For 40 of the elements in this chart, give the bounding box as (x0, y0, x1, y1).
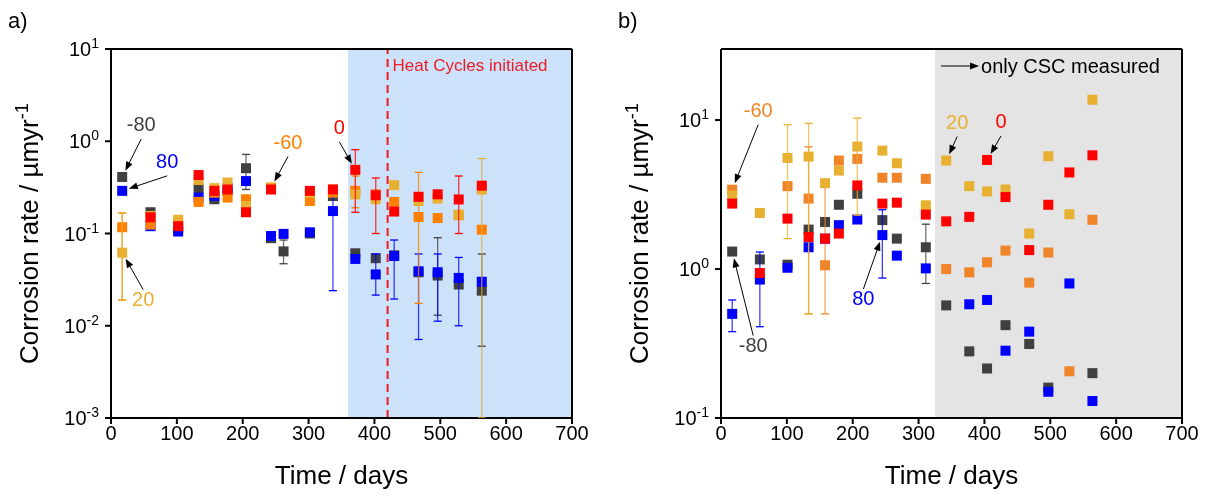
text: -80 (738, 333, 768, 356)
text: -60 (743, 98, 773, 121)
y-tick-label: 10$^{1}$ (678, 106, 710, 132)
ref-line-label: Heat Cycles initiated (392, 56, 548, 75)
x-tick-label: 100 (770, 422, 804, 445)
series-label: -60 (273, 130, 303, 153)
series-label: -80 (126, 112, 156, 135)
x-tick-label: 400 (967, 422, 1002, 445)
x-tick-label: 600 (489, 422, 523, 445)
x-tick-label: 0 (715, 422, 727, 445)
x-tick-label: 700 (555, 422, 589, 445)
y-tick-label: 10$^{1}$ (68, 35, 100, 60)
x-tick-label: 600 (1099, 422, 1133, 445)
x-tick-label: 400 (357, 422, 392, 445)
y-tick-label: 10$^{0}$ (68, 127, 100, 153)
series-label: 20 (132, 287, 155, 310)
x-tick-label: 100 (160, 422, 194, 445)
x-axis-title: Time / days (274, 460, 409, 490)
series-label: 20 (946, 110, 969, 133)
y-tick-label: 10$^{-1}$ (64, 219, 100, 245)
x-tick-label: 300 (901, 422, 936, 445)
x-tick-label: 500 (1033, 422, 1067, 445)
x-axis-title: Time / days (884, 460, 1019, 490)
x-tick-label: 300 (291, 422, 326, 445)
chart-title: a) (8, 8, 28, 34)
y-tick-label: 10$^{-2}$ (64, 311, 100, 337)
series-label: 80 (156, 149, 179, 172)
chart-title: b) (618, 8, 638, 34)
series-label: 0 (995, 109, 1007, 132)
x-tick-label: 200 (836, 422, 870, 445)
x-tick-label: 700 (1165, 422, 1199, 445)
y-tick-label: 10$^{0}$ (678, 255, 710, 281)
x-tick-label: 0 (105, 422, 117, 445)
series-label: 0 (333, 115, 345, 138)
band-label: only CSC measured (981, 55, 1160, 77)
y-tick-label: 10$^{-3}$ (64, 404, 100, 429)
x-tick-label: 500 (423, 422, 457, 445)
x-tick-label: 200 (226, 422, 260, 445)
y-tick-label: 10$^{-1}$ (674, 404, 710, 429)
series-label: 80 (852, 287, 875, 310)
